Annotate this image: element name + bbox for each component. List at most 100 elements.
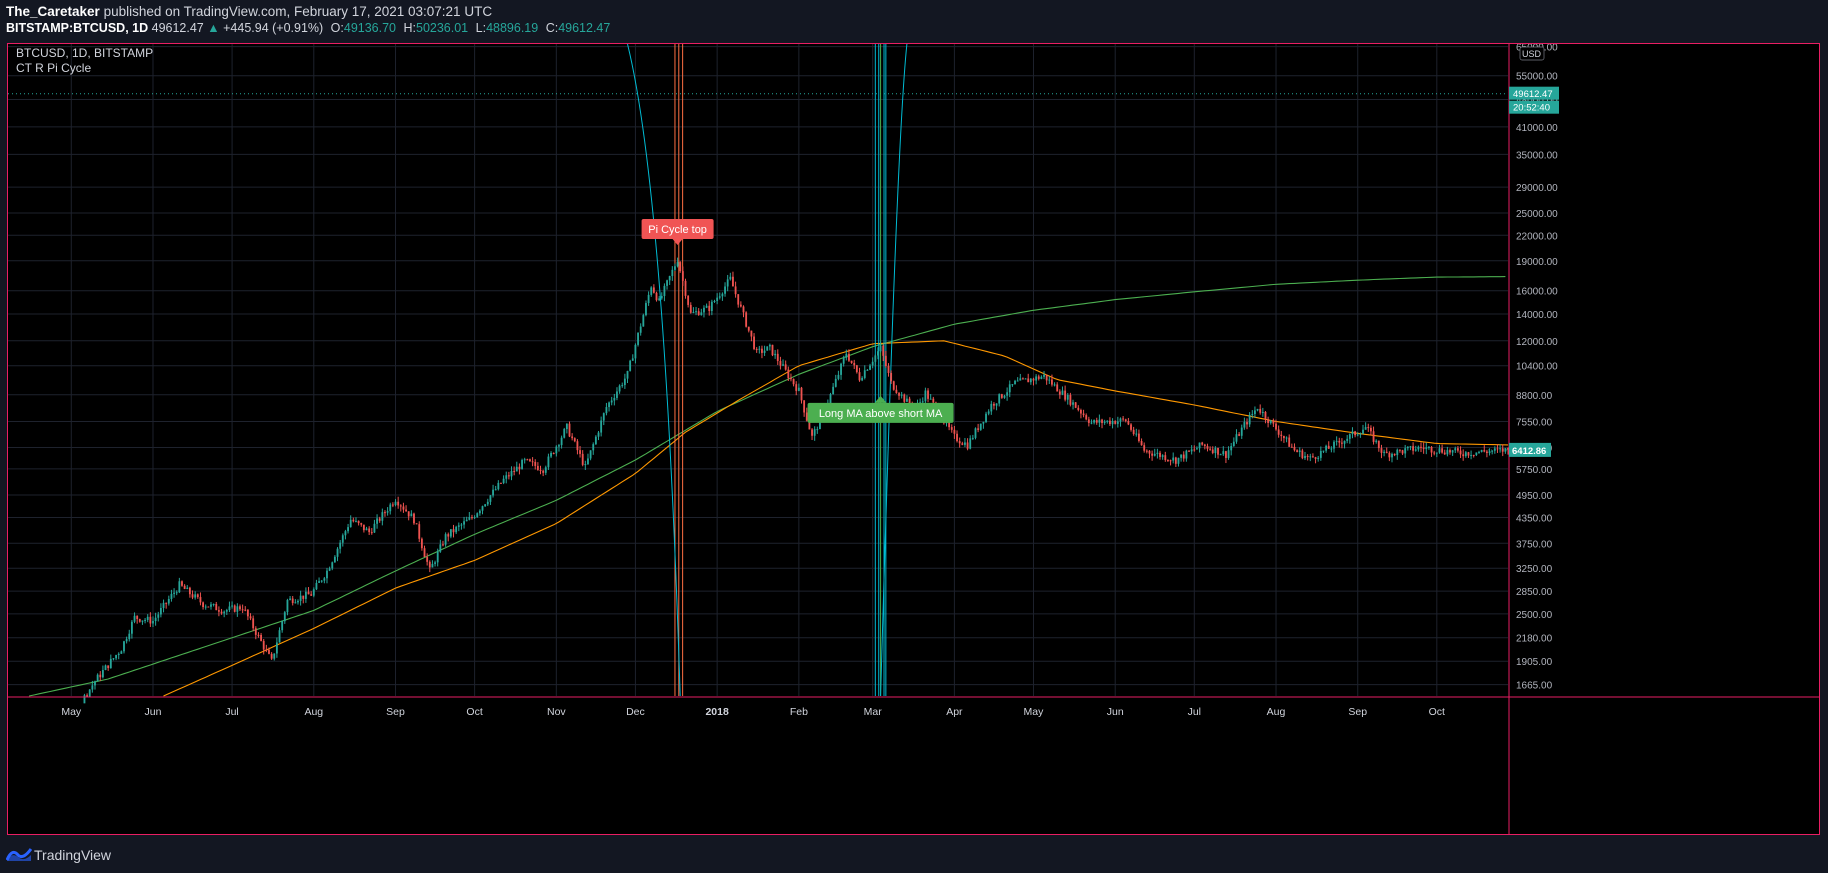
candle-body bbox=[1425, 447, 1428, 450]
candle-body bbox=[1277, 429, 1280, 435]
candle-body bbox=[1427, 447, 1430, 449]
candle-body bbox=[658, 298, 661, 301]
candle-body bbox=[1293, 446, 1296, 451]
candle-body bbox=[1333, 441, 1335, 449]
high-label: H: bbox=[403, 21, 417, 35]
time-tick-label: May bbox=[1024, 706, 1045, 718]
candle-body bbox=[906, 398, 908, 402]
candle-body bbox=[236, 606, 239, 612]
candle-body bbox=[304, 591, 307, 599]
last-price: 49612.47 bbox=[151, 21, 204, 35]
time-tick-label: May bbox=[61, 706, 82, 718]
candle-body bbox=[1116, 421, 1119, 424]
candle-body bbox=[1127, 420, 1130, 425]
candle-body bbox=[1090, 422, 1093, 424]
pi-cycle-top-label: Pi Cycle top bbox=[648, 224, 707, 236]
candle-body bbox=[399, 505, 402, 507]
candle-body bbox=[1214, 447, 1217, 454]
candle-body bbox=[96, 674, 99, 682]
price-chart[interactable]: Pi Cycle top Long MA above short MA 1665.… bbox=[8, 43, 1819, 834]
candle-body bbox=[1388, 452, 1391, 458]
candle-body bbox=[834, 378, 837, 387]
candle-body bbox=[1335, 440, 1338, 442]
tradingview-logo-icon[interactable] bbox=[6, 846, 32, 862]
price-tick-label: 4350.00 bbox=[1516, 513, 1553, 524]
candle-body bbox=[381, 512, 384, 521]
candle-body bbox=[1029, 378, 1032, 383]
ma-cross-label: Long MA above short MA bbox=[819, 408, 943, 420]
price-change: +445.94 (+0.91%) bbox=[223, 21, 324, 35]
candle-body bbox=[689, 304, 692, 313]
candle-body bbox=[268, 649, 270, 654]
candle-body bbox=[252, 618, 255, 629]
candle-body bbox=[299, 595, 302, 601]
candle-body bbox=[584, 464, 587, 466]
candle-body bbox=[1491, 450, 1494, 452]
candle-body bbox=[531, 461, 534, 463]
candle-body bbox=[1301, 450, 1304, 459]
candle-body bbox=[1433, 452, 1436, 454]
candle-body bbox=[397, 501, 400, 506]
candle-body bbox=[130, 621, 133, 634]
time-tick-label: 2018 bbox=[705, 706, 729, 718]
candle-body bbox=[394, 501, 397, 506]
candle-body bbox=[639, 326, 642, 333]
candle-body bbox=[1462, 454, 1465, 457]
candle-body bbox=[1451, 450, 1454, 453]
candle-body bbox=[1061, 390, 1064, 395]
candle-body bbox=[1501, 448, 1504, 452]
candle-body bbox=[1180, 454, 1183, 458]
candle-body bbox=[505, 475, 508, 479]
countdown-label: 20:52:40 bbox=[1513, 103, 1550, 114]
candle-body bbox=[1422, 447, 1425, 450]
close-value: 49612.47 bbox=[558, 21, 611, 35]
candle-body bbox=[1027, 378, 1030, 383]
candle-body bbox=[1114, 421, 1117, 424]
candle-body bbox=[761, 348, 763, 353]
chart-area[interactable]: Pi Cycle top Long MA above short MA 1665.… bbox=[7, 43, 1820, 835]
candle-body bbox=[223, 611, 226, 614]
candle-body bbox=[1348, 434, 1351, 439]
publisher-line: The_Caretaker published on TradingView.c… bbox=[6, 4, 492, 19]
candle-body bbox=[971, 437, 974, 439]
candle-body bbox=[1504, 448, 1507, 452]
candle-body bbox=[510, 470, 513, 477]
candle-body bbox=[705, 305, 708, 308]
candle-body bbox=[1362, 429, 1364, 434]
candle-body bbox=[460, 524, 463, 526]
candle-body bbox=[1156, 452, 1159, 454]
candle-body bbox=[1103, 421, 1106, 423]
candle-body bbox=[1148, 450, 1151, 454]
candle-body bbox=[1409, 446, 1412, 448]
time-tick-label: Sep bbox=[386, 706, 405, 718]
time-tick-label: Aug bbox=[304, 706, 323, 718]
author-name[interactable]: The_Caretaker bbox=[6, 4, 100, 19]
candle-body bbox=[684, 280, 687, 296]
price-tick-label: 41000.00 bbox=[1516, 123, 1558, 134]
candle-body bbox=[542, 470, 545, 473]
candle-body bbox=[426, 556, 429, 562]
tradingview-brand[interactable]: TradingView bbox=[34, 847, 112, 863]
candle-body bbox=[1380, 448, 1383, 453]
legend-symbol: BTCUSD, 1D, BITSTAMP bbox=[16, 46, 153, 60]
candle-body bbox=[800, 387, 803, 401]
candle-body bbox=[502, 478, 505, 484]
candle-body bbox=[109, 658, 112, 669]
candle-body bbox=[608, 402, 610, 408]
candle-body bbox=[457, 525, 460, 527]
candle-body bbox=[1288, 437, 1291, 447]
candle-body bbox=[1330, 448, 1333, 450]
candle-body bbox=[695, 311, 697, 313]
candle-body bbox=[1024, 378, 1027, 380]
candle-body bbox=[1377, 440, 1380, 449]
candle-body bbox=[1219, 454, 1222, 456]
candle-body bbox=[536, 465, 539, 470]
time-tick-label: Oct bbox=[1429, 706, 1445, 718]
candle-body bbox=[1340, 442, 1343, 444]
candle-body bbox=[220, 611, 223, 614]
candle-body bbox=[787, 369, 790, 379]
candle-body bbox=[1043, 374, 1045, 377]
candle-body bbox=[1032, 378, 1035, 381]
candle-body bbox=[813, 429, 816, 436]
price-tick-label: 1665.00 bbox=[1516, 681, 1553, 692]
